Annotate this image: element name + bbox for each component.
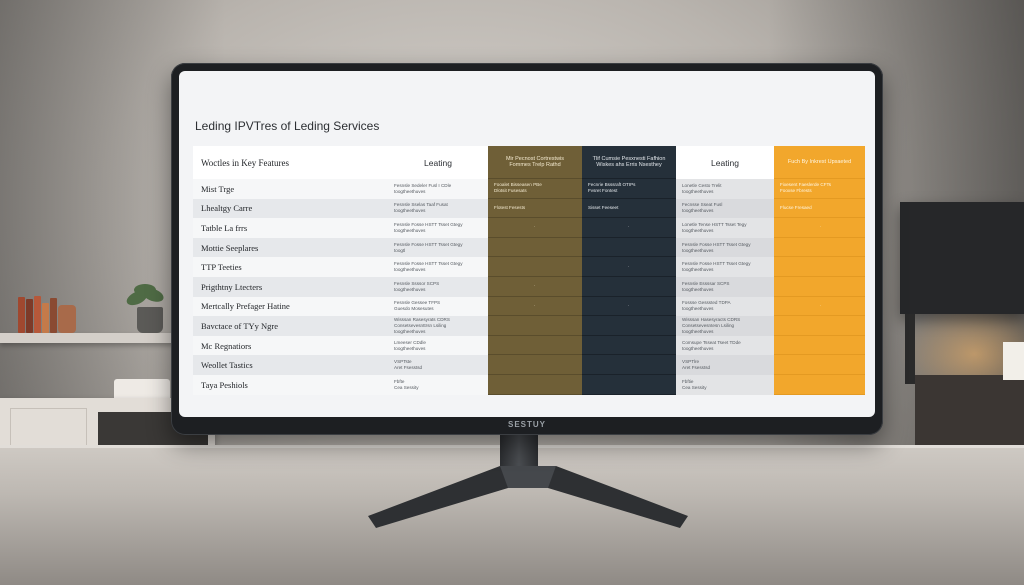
table-cell: Fesnsle Fosse HSTT Tsset Gtegy toogtheeth… (388, 218, 488, 238)
books (18, 296, 78, 333)
table-header-cell: Tlif Cumsie Pesxnesti Fafhion Wiskes ahs… (582, 146, 676, 179)
table-cell: Fesnsle Fosse HSTT Tsset Gtegy toogtl (388, 237, 488, 258)
table-cell: Fesnsle Gessee TFPS Guesdo Mosesutes (388, 296, 488, 317)
table-cell (582, 335, 676, 356)
table-row: TTP Teeties Fesnsle Fosse HSTT Tsset Gteg… (193, 257, 865, 277)
table-cell (488, 316, 582, 336)
background-tv-stand (905, 314, 915, 384)
table-cell: · (774, 296, 865, 317)
table-cell: Comsupe Tsseat Tseet TDde toogtheethuves (676, 335, 774, 356)
table-cell: VSPTlre Aret Fsesstsd (676, 355, 774, 375)
table-cell: Fesnsle Sedeler Fusl I CDle toogtheethuve… (388, 179, 488, 199)
monitor-brand-logo: SESTUY (507, 420, 546, 429)
monitor: Leding IPVTres of Leding Services Woctle… (171, 63, 883, 435)
table-cell (582, 355, 676, 375)
row-label: Weollet Tastics (193, 355, 388, 375)
table-row: Lhealtgy Carre Fesnsle Sselas Taaf Fusat t… (193, 198, 865, 219)
table-cell (774, 316, 865, 336)
table-cell (582, 316, 676, 336)
table-cell: · (488, 277, 582, 297)
table-cell: Flucse Fresaed (774, 198, 865, 219)
table-cell: Fbftie Cea Sessity (676, 375, 774, 395)
table-row: Mc Regnatiors Lmeeser CDdle toogtheethuves… (193, 335, 865, 356)
table-cell: Lonetle Tense HSTT Tsset Tegy toogtheethu… (676, 218, 774, 238)
table-row: Bavctace of TYy Ngre Wisssan Rasesyrats C… (193, 316, 865, 336)
table-cell: Fecnrie Bsssraft OTIPs Fvsret Fontest (582, 179, 676, 199)
table-cell: Fesnsle Fosse HSTT Tsset Gtegy toogtheeth… (676, 257, 774, 277)
side-lamp (1003, 342, 1024, 380)
table-cell (488, 355, 582, 375)
table-cell: Lmeeser CDdle toogtheethuves (388, 335, 488, 356)
table-cell: Fecnsse Sseat Fusl toogtheethuves (676, 198, 774, 219)
table-cell: Fesnsle Essssar SCPS toogtheethuves (676, 277, 774, 297)
row-label: Prigthtny Ltecters (193, 277, 388, 297)
table-header-cell: Leating (388, 146, 488, 179)
table-header-cell: Woctles in Key Features (193, 146, 388, 179)
table-header-cell: Leating (676, 146, 774, 179)
table-cell: Sisset Feeseet (582, 198, 676, 219)
table-header-cell: Mir Pecnost Cortrestwis Fommes Trelp Rat… (488, 146, 582, 179)
table-cell: Fossse Gesssted TDPA toogtheethuves (676, 296, 774, 317)
table-cell (774, 335, 865, 356)
table-cell (774, 375, 865, 395)
table-row: Mertcally Prefager Hatine Fesnsle Gessee … (193, 296, 865, 317)
table-cell (774, 257, 865, 277)
monitor-stand-foot (368, 466, 688, 528)
table-header-cell: Fuch By Inkrest Upsaeted (774, 146, 865, 179)
row-label: Mottie Seeplares (193, 237, 388, 258)
table-cell (488, 257, 582, 277)
table-cell (774, 277, 865, 297)
table-cell: · (582, 218, 676, 238)
table-cell: Fixesent Faeslerde CFTs Fooxse Fbrests (774, 179, 865, 199)
table-cell: · (582, 257, 676, 277)
table-cell: Wisssan Hasesyracts CDRS Consetsevesntesn… (676, 316, 774, 336)
monitor-screen: Leding IPVTres of Leding Services Woctle… (179, 71, 875, 417)
table-cell: Fooalet Bisseasen PBe Dlotsit Fusesats (488, 179, 582, 199)
table-cell (488, 335, 582, 356)
page-title: Leding IPVTres of Leding Services (195, 119, 380, 133)
table-cell (582, 375, 676, 395)
table-cell: · (582, 296, 676, 317)
table-header-row: Woctles in Key Features Leating Mir Pecnos… (193, 146, 865, 179)
table-cell: Lonetle Cesto Trelit toogtheethuves (676, 179, 774, 199)
table-cell: VSPTste Aret Fsesstsd (388, 355, 488, 375)
table-cell: · (488, 218, 582, 238)
table-row: Taya Peshiols Fbfte Cea Sessity Fbftie Cea S… (193, 375, 865, 395)
table-row: Prigthtny Ltecters Fesnsle Ssssor SCPS too… (193, 277, 865, 297)
row-label: Lhealtgy Carre (193, 198, 388, 219)
wall-shelf (0, 333, 175, 343)
row-label: TTP Teeties (193, 257, 388, 277)
table-cell: Flotest Fesests (488, 198, 582, 219)
table-cell: Fesnsle Ssssor SCPS toogtheethuves (388, 277, 488, 297)
table-cell (582, 237, 676, 258)
table-row: Mottie Seeplares Fesnsle Fosse HSTT Tsset… (193, 237, 865, 258)
row-label: Mc Regnatiors (193, 335, 388, 356)
table-row: Weollet Tastics VSPTste Aret Fsesstsd VSPTl… (193, 355, 865, 375)
row-label: Tatble La frrs (193, 218, 388, 238)
table-cell: Fesnsle Sselas Taaf Fusat toogtheethuves (388, 198, 488, 219)
row-label: Mist Trge (193, 179, 388, 199)
table-cell (582, 277, 676, 297)
background-tv (900, 202, 1024, 314)
table-cell (774, 237, 865, 258)
row-label: Mertcally Prefager Hatine (193, 296, 388, 317)
table-cell (774, 355, 865, 375)
table-row: Tatble La frrs Fesnsle Fosse HSTT Tsset G… (193, 218, 865, 238)
row-label: Bavctace of TYy Ngre (193, 316, 388, 336)
table-cell: · (488, 296, 582, 317)
table-row: Mist Trge Fesnsle Sedeler Fusl I CDle toog… (193, 179, 865, 199)
table-cell (488, 375, 582, 395)
table-cell: Fesnsle Fosse HSTT Tsset Gtegy toogtheeth… (676, 237, 774, 258)
table-cell: Fbfte Cea Sessity (388, 375, 488, 395)
table-cell (488, 237, 582, 258)
table-cell: Fesnsle Fosse HSTT Tsset Gtegy toogtheeth… (388, 257, 488, 277)
table-cell: · (774, 218, 865, 238)
table-cell: Wisssan Rasesyrats CDRS Consetsevesnttrsn… (388, 316, 488, 336)
row-label: Taya Peshiols (193, 375, 388, 395)
